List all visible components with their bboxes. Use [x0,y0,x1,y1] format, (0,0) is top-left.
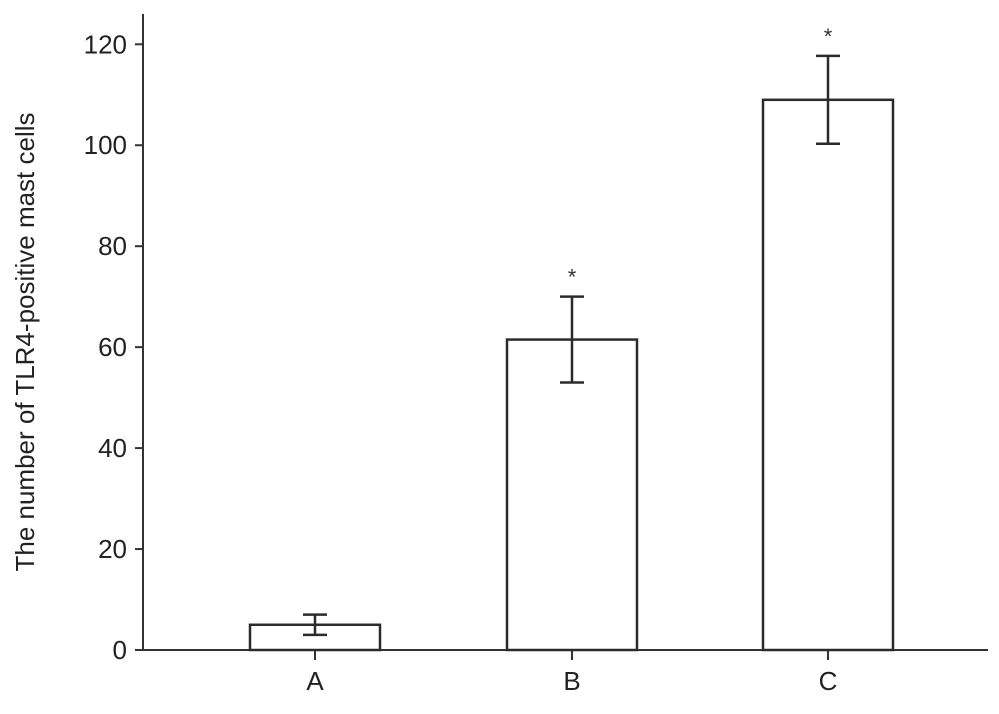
significance-marker: * [824,24,833,49]
y-tick-label: 20 [98,534,127,564]
bar-b [505,338,639,652]
significance-marker: * [568,265,577,290]
x-tick-label: C [819,666,838,696]
bars: ** [248,24,895,652]
bar-c [761,98,895,652]
x-tick-label: A [306,666,324,696]
y-tick-label: 0 [113,635,127,665]
y-tick-label: 40 [98,433,127,463]
error-bar-b [560,295,584,384]
error-bar-a [303,613,327,637]
x-tick-label: B [563,666,580,696]
y-axis: 0 20 40 60 80 100 120 [84,14,144,665]
x-axis: A B C [143,649,988,696]
y-tick-label: 80 [98,231,127,261]
y-axis-label: The number of TLR4-positive mast cells [10,112,40,571]
y-tick-label: 120 [84,29,127,59]
y-tick-label: 60 [98,332,127,362]
y-tick-label: 100 [84,130,127,160]
error-bar-c [816,54,840,145]
